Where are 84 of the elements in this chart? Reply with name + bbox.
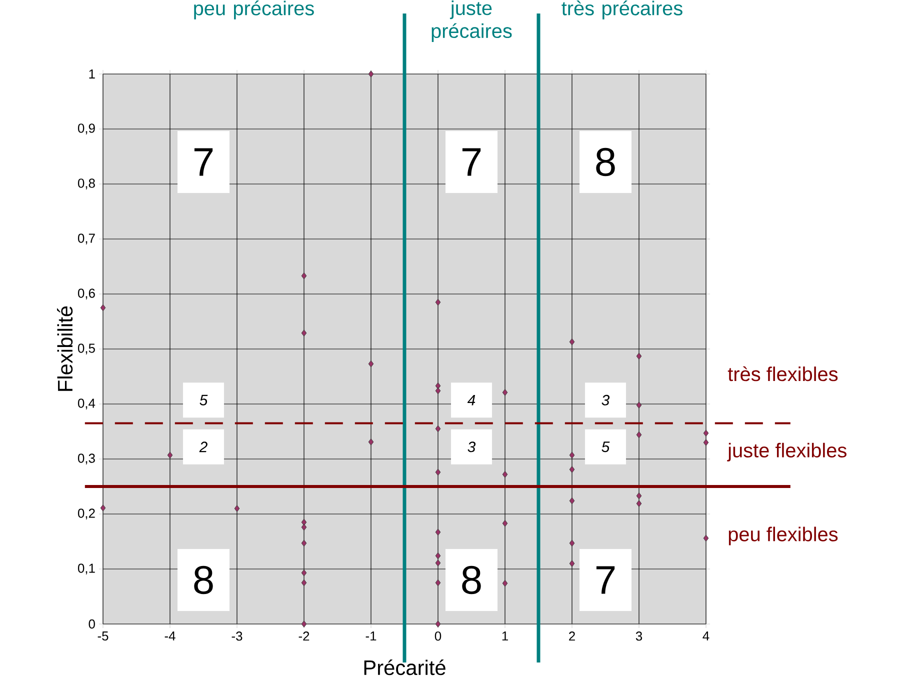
point [569,540,575,547]
y-tick-label: 0,8 [78,178,95,190]
point [100,304,106,312]
point [636,352,642,360]
annotation: 8 [194,566,213,594]
y-tick-label: 0,9 [78,124,95,134]
point [435,528,441,536]
x-tick-label: -5 [98,632,108,641]
point [435,552,441,560]
y-axis-title: Flexibilité [57,306,73,391]
point [368,438,374,446]
point [636,431,642,438]
x-axis-title: Précarité [364,660,446,676]
point [703,430,709,437]
point [435,560,441,566]
x-tick-label: -2 [298,632,310,641]
point [301,330,307,336]
point [234,505,240,512]
y-tick-label: 0,2 [78,508,95,520]
y-tick-label: 0,6 [78,288,95,300]
point [636,402,642,409]
annotation: 7 [462,148,481,176]
point [703,534,709,542]
annotation: 7 [596,566,615,594]
point [301,620,307,628]
point [435,579,441,586]
annotation: 2 [199,442,208,452]
point [100,504,106,512]
annotation: 7 [194,148,213,176]
point [703,439,709,446]
x-tick-label: 0 [434,632,442,641]
point [167,452,173,459]
annotation: 8 [596,148,615,176]
point [301,579,307,586]
x-tick-label: 1 [502,632,508,640]
y-tick-label: 0,5 [78,344,95,354]
point [435,620,441,628]
x-tick-label: 4 [702,632,710,640]
annotation: 4 [467,395,476,406]
text: peu flexibles [728,526,838,546]
y-tick-label: 0,1 [78,564,95,574]
point [435,387,441,394]
point [502,470,508,478]
point [569,452,575,459]
text: peu précaires [194,0,314,20]
annotation: 5 [200,394,208,406]
point [502,520,508,527]
x-tick-label: 2 [569,632,575,641]
point [569,466,575,473]
point [569,497,575,504]
point [636,492,642,500]
point [502,580,508,587]
point [502,388,508,396]
point [569,560,575,567]
x-tick-label: 3 [636,632,642,641]
text: juste précaires [432,0,512,42]
point [301,518,307,526]
point [435,298,441,306]
point [301,272,307,280]
annotation: 5 [602,442,610,452]
x-tick-label: -1 [366,632,376,640]
annotation: 8 [462,566,481,594]
point [636,500,642,507]
point [368,360,374,368]
text: très flexibles [728,366,838,382]
point [301,540,307,547]
point [435,382,441,390]
point [435,468,441,476]
point [435,425,441,432]
y-tick-label: 0,4 [78,398,96,410]
text: juste flexibles [727,442,846,462]
y-tick-label: 1 [89,70,95,78]
point [569,338,575,346]
text: très précaires [562,0,682,20]
annotation: 3 [468,442,476,452]
y-tick-label: 0,7 [78,234,95,244]
x-tick-label: -3 [232,632,242,641]
y-tick-label: 0 [88,619,95,629]
point [301,524,307,531]
point [301,569,307,576]
y-tick-label: 0,3 [78,454,95,464]
annotation: 3 [602,394,610,406]
x-tick-label: -4 [164,632,176,640]
point [368,70,374,78]
